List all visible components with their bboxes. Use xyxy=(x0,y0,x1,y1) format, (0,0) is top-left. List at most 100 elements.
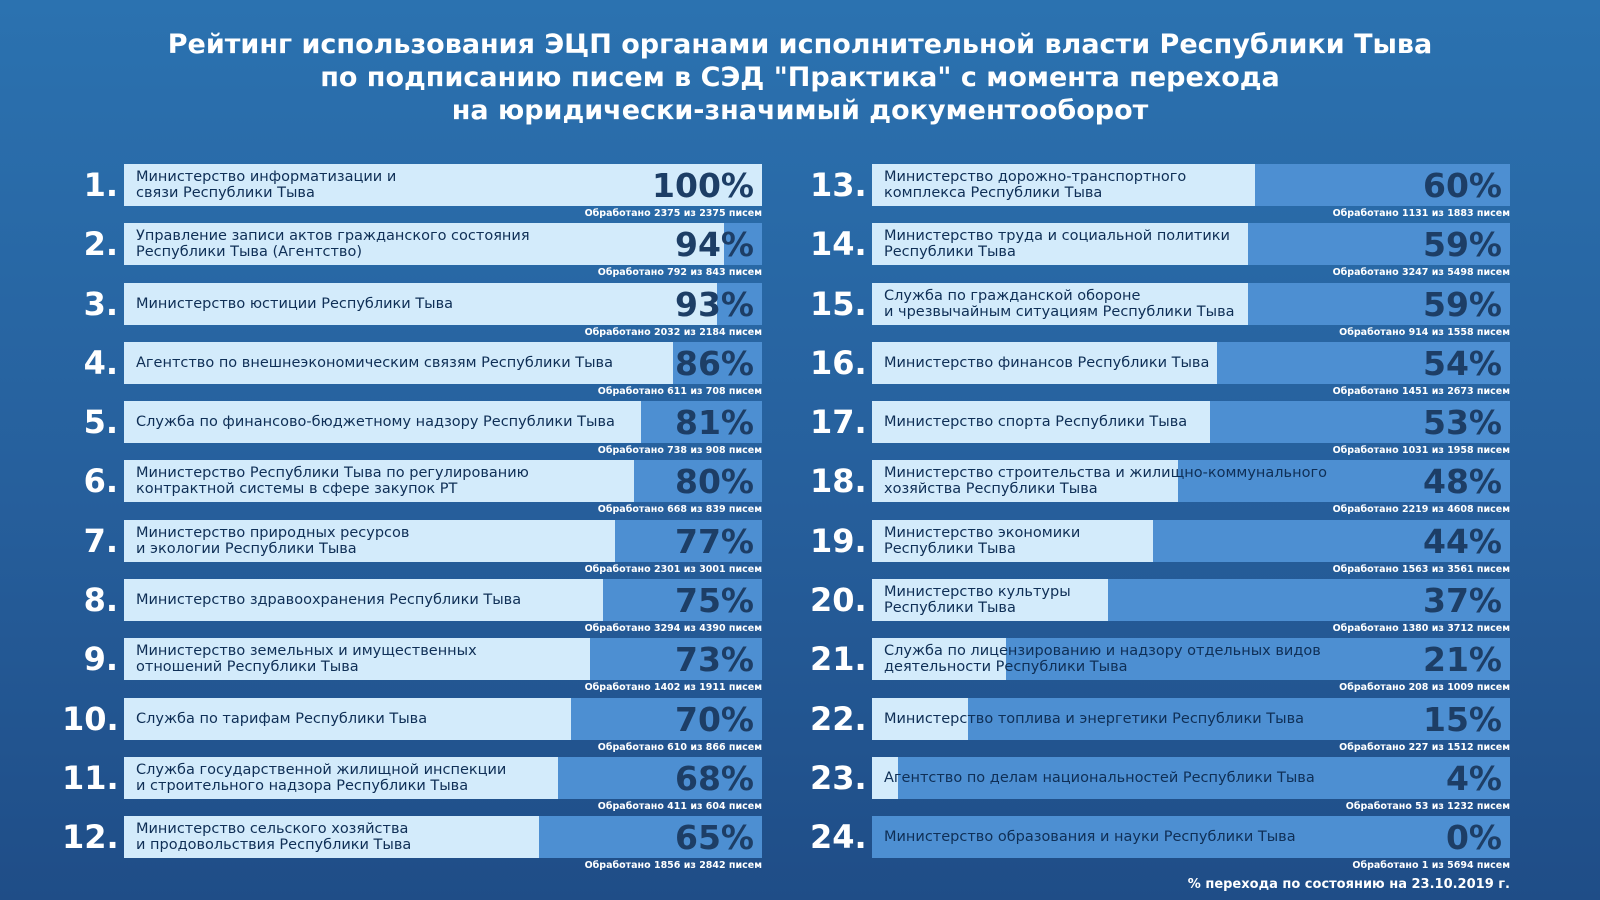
agency-name-text: Министерство спорта Республики Тыва xyxy=(884,414,1188,431)
percent-label: 93% xyxy=(675,284,754,324)
bar-track: Управление записи актов гражданского сос… xyxy=(124,223,762,266)
ranking-row: 5. Служба по финансово-бюджетному надзору… xyxy=(62,401,762,460)
bar-fill xyxy=(872,519,1153,562)
agency-name: Министерство Республики Тыва по регулиро… xyxy=(136,460,696,502)
rank-number: 4. xyxy=(83,343,118,382)
agency-name-text: Министерство здравоохранения Республики … xyxy=(136,592,522,609)
processed-count: Обработано 1 из 5694 писем xyxy=(1352,860,1510,872)
agency-name: Министерство информатизации и связи Респ… xyxy=(136,164,696,206)
rank-number: 20. xyxy=(810,581,867,620)
rank-number: 8. xyxy=(83,581,118,620)
rank-number: 11. xyxy=(62,758,119,797)
agency-name-text: Министерство юстиции Республики Тыва xyxy=(136,295,454,312)
percent-label: 86% xyxy=(675,343,754,383)
agency-name-text: Министерство земельных и имущественных о… xyxy=(136,643,477,676)
bar-fill xyxy=(124,519,616,562)
ranking-row: 17. Министерство спорта Республики Тыва 53… xyxy=(810,401,1510,460)
processed-count: Обработано 3294 из 4390 писем xyxy=(584,623,762,635)
bar-fill xyxy=(124,638,590,681)
ranking-row: 3. Министерство юстиции Республики Тыва 93… xyxy=(62,282,762,342)
processed-count: Обработано 411 из 604 писем xyxy=(597,800,762,812)
ranking-row: 16. Министерство финансов Республики Тыва… xyxy=(810,341,1510,401)
agency-name: Служба государственной жилищной инспекци… xyxy=(136,757,696,799)
rank-number: 23. xyxy=(810,758,867,797)
bar-track: Министерство экономики Республики Тыва 44… xyxy=(872,519,1510,562)
rank-number: 17. xyxy=(810,403,867,442)
bar-track: Министерство топлива и энергетики Респуб… xyxy=(872,697,1510,740)
bar-track: Министерство дорожно-транспортного компл… xyxy=(872,164,1510,206)
bar-fill xyxy=(872,164,1255,206)
agency-name-text: Министерство экономики Республики Тыва xyxy=(884,524,1081,557)
agency-name: Министерство сельского хозяйства и продо… xyxy=(136,816,696,858)
agency-name-text: Служба государственной жилищной инспекци… xyxy=(136,761,507,794)
bar-track: Министерство здравоохранения Республики … xyxy=(124,579,762,622)
bar-track: Министерство земельных и имущественных о… xyxy=(124,638,762,681)
processed-count: Обработано 1563 из 3561 писем xyxy=(1332,563,1510,575)
bar-track: Служба по тарифам Республики Тыва 70% xyxy=(124,697,762,740)
bar-track: Агентство по делам национальностей Респу… xyxy=(872,756,1510,799)
bar-fill xyxy=(872,223,1249,266)
agency-name: Министерство здравоохранения Республики … xyxy=(136,579,696,621)
bar-track: Министерство спорта Республики Тыва 53% xyxy=(872,401,1510,444)
bar-track: Министерство сельского хозяйства и продо… xyxy=(124,816,762,859)
rank-number: 10. xyxy=(62,699,119,738)
agency-name-text: Министерство природных ресурсов и эколог… xyxy=(136,524,410,557)
percent-label: 60% xyxy=(1423,166,1502,205)
ranking-row: 8. Министерство здравоохранения Республик… xyxy=(62,579,762,638)
bar-track: Министерство культуры Республики Тыва 37% xyxy=(872,579,1510,622)
rank-number: 1. xyxy=(83,166,118,204)
processed-count: Обработано 1856 из 2842 писем xyxy=(584,860,762,872)
processed-count: Обработано 1131 из 1883 писем xyxy=(1332,208,1510,219)
agency-name: Министерство дорожно-транспортного компл… xyxy=(884,164,1444,206)
processed-count: Обработано 1402 из 1911 писем xyxy=(584,682,762,694)
percent-label: 70% xyxy=(675,699,754,739)
bar-fill xyxy=(124,401,641,444)
agency-name-text: Служба по тарифам Республики Тыва xyxy=(136,710,428,727)
chart-title-line-3: на юридически-значимый документооборот xyxy=(451,95,1149,126)
agency-name: Министерство культуры Республики Тыва xyxy=(884,579,1444,621)
agency-name: Министерство юстиции Республики Тыва xyxy=(136,283,696,325)
bar-track: Министерство Республики Тыва по регулиро… xyxy=(124,460,762,503)
bar-fill xyxy=(872,460,1179,503)
bar-track: Служба государственной жилищной инспекци… xyxy=(124,756,762,799)
rank-number: 19. xyxy=(810,521,867,560)
percent-label: 54% xyxy=(1423,343,1502,383)
agency-name-text: Служба по лицензированию и надзору отдел… xyxy=(884,643,1321,676)
rank-number: 16. xyxy=(810,343,867,382)
agency-name: Управление записи актов гражданского сос… xyxy=(136,223,696,265)
ranking-row: 14. Министерство труда и социальной полит… xyxy=(810,223,1510,282)
processed-count: Обработано 738 из 908 писем xyxy=(597,445,762,457)
agency-name-text: Управление записи актов гражданского сос… xyxy=(136,228,530,261)
percent-label: 53% xyxy=(1423,403,1502,443)
bar-fill xyxy=(124,223,724,266)
agency-name: Министерство образования и науки Республ… xyxy=(884,816,1444,858)
agency-name: Министерство труда и социальной политики… xyxy=(884,223,1444,265)
percent-label: 75% xyxy=(675,581,754,621)
agency-name-text: Министерство строительства и жилищно-ком… xyxy=(884,465,1327,498)
agency-name-text: Агентство по делам национальностей Респу… xyxy=(884,769,1315,786)
bar-fill xyxy=(124,756,558,799)
bar-track: Служба по гражданской обороне и чрезвыча… xyxy=(872,282,1510,325)
rank-number: 22. xyxy=(810,699,867,738)
agency-name: Служба по гражданской обороне и чрезвыча… xyxy=(884,283,1444,325)
bar-track: Министерство информатизации и связи Респ… xyxy=(124,164,762,206)
agency-name-text: Министерство Республики Тыва по регулиро… xyxy=(136,465,529,498)
agency-name-text: Министерство дорожно-транспортного компл… xyxy=(884,169,1187,201)
ranking-row: 1. Министерство информатизации и связи Ре… xyxy=(62,164,762,223)
ranking-row: 23. Агентство по делам национальностей Ре… xyxy=(810,756,1510,816)
ranking-row: 9. Министерство земельных и имущественных… xyxy=(62,638,762,697)
bar-track: Министерство строительства и жилищно-ком… xyxy=(872,460,1510,503)
rank-number: 3. xyxy=(83,284,118,323)
chart-title-line-2: по подписанию писем в СЭД "Практика" с м… xyxy=(320,62,1280,93)
percent-label: 4% xyxy=(1445,758,1502,798)
percent-label: 94% xyxy=(675,225,754,265)
processed-count: Обработано 2375 из 2375 писем xyxy=(584,208,762,219)
agency-name: Министерство топлива и энергетики Респуб… xyxy=(884,698,1444,740)
processed-count: Обработано 208 из 1009 писем xyxy=(1339,682,1510,694)
agency-name-text: Служба по гражданской обороне и чрезвыча… xyxy=(884,287,1235,320)
bar-fill xyxy=(872,579,1109,622)
bar-fill xyxy=(872,756,898,799)
rank-number: 5. xyxy=(83,403,118,442)
rank-number: 9. xyxy=(83,640,118,679)
agency-name: Служба по финансово-бюджетному надзору Р… xyxy=(136,401,696,443)
